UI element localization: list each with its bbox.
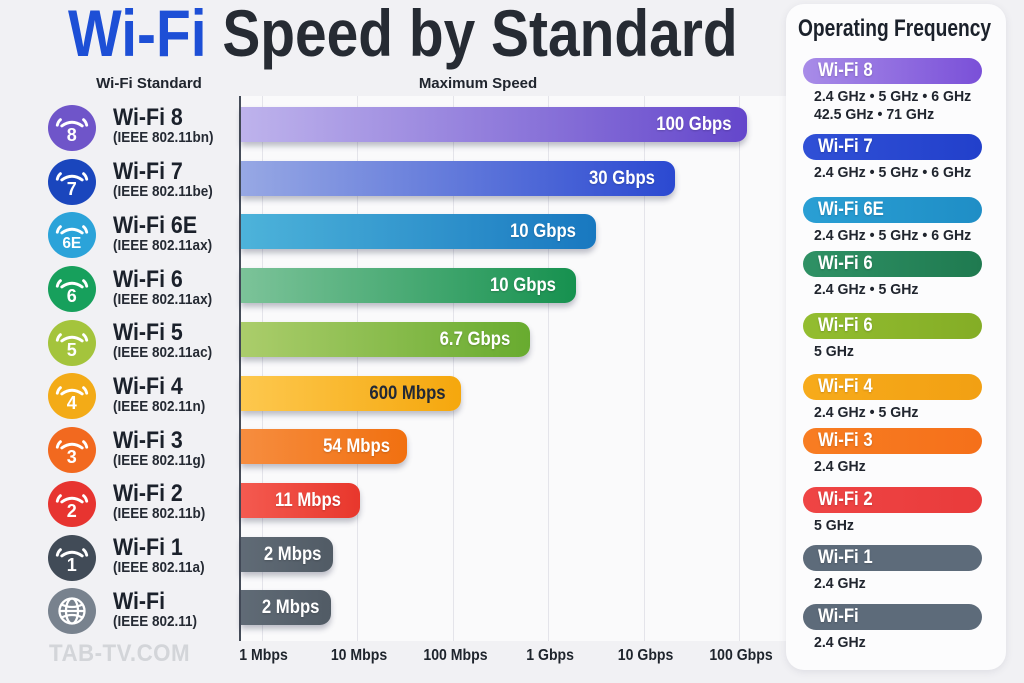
svg-text:8: 8 xyxy=(66,125,76,145)
svg-text:5: 5 xyxy=(66,340,76,360)
svg-text:6: 6 xyxy=(66,286,76,306)
svg-text:3: 3 xyxy=(66,447,76,467)
svg-text:7: 7 xyxy=(66,179,76,199)
svg-text:4: 4 xyxy=(66,393,76,413)
svg-text:2: 2 xyxy=(66,501,76,521)
svg-text:6E: 6E xyxy=(62,235,81,252)
svg-text:1: 1 xyxy=(66,555,76,575)
